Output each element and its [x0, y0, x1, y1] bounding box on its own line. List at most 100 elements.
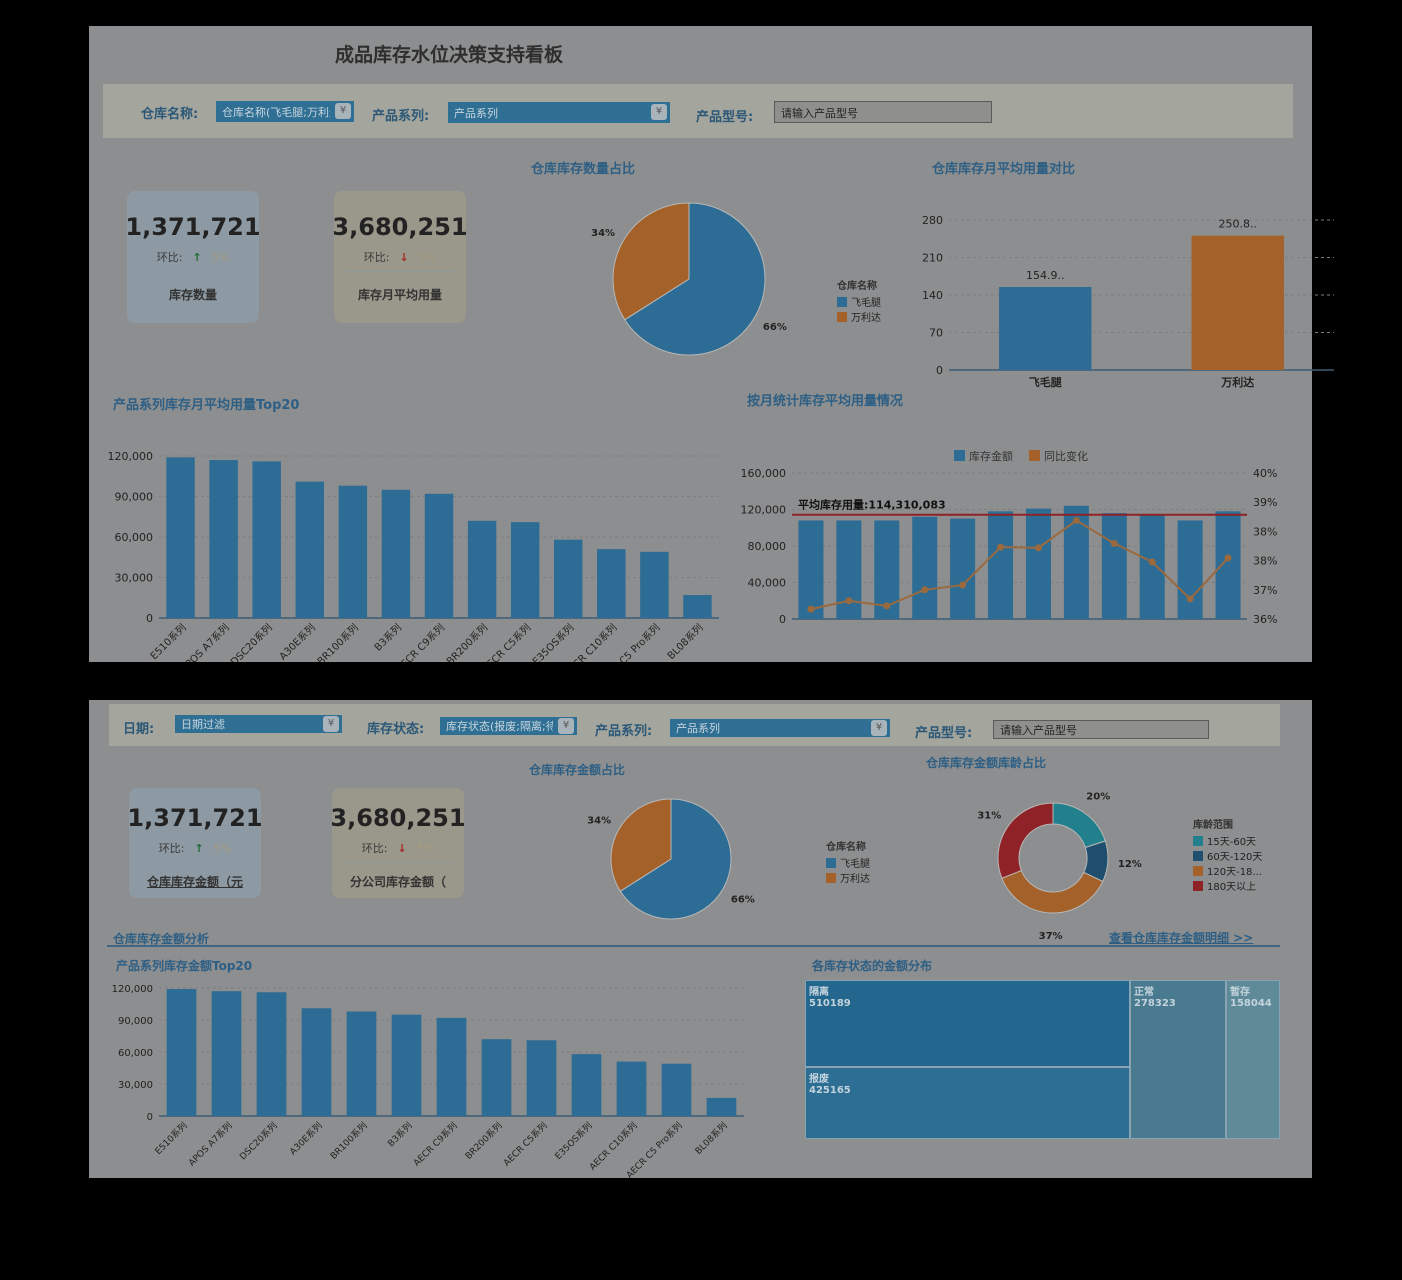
pie-slice: [1052, 802, 1106, 849]
series-select-value: 产品系列: [454, 107, 498, 120]
bar: [211, 991, 242, 1116]
detail-link[interactable]: 查看仓库库存金额明细 >>: [1109, 931, 1254, 945]
date-select[interactable]: 日期过滤 ¥: [175, 715, 342, 733]
treemap-cell[interactable]: 暂存 158044: [1226, 980, 1280, 1139]
model-input[interactable]: 请输入产品型号: [774, 101, 992, 123]
y-tick-label: 30,000: [118, 1080, 153, 1091]
top20-title: 产品系列库存月平均用量Top20: [113, 398, 300, 413]
slice-label: 20%: [1086, 792, 1110, 803]
x-tick-label: 飞毛腿: [1029, 375, 1063, 389]
slice-label: 37%: [1039, 931, 1063, 940]
y2-tick-label: 39%: [1253, 496, 1277, 509]
treemap-cell-value: 425165: [809, 1085, 851, 1096]
y2-tick-label: 37%: [1253, 584, 1277, 597]
x-tick-label: AECR C10系列: [587, 1120, 640, 1173]
mom-label: 环比:: [158, 842, 185, 855]
y-tick-label: 120,000: [108, 450, 154, 463]
kpi-value: 3,680,251: [332, 213, 468, 241]
line-point: [845, 597, 853, 605]
treemap-cell[interactable]: 报废 425165: [805, 1067, 1130, 1139]
chevron-down-icon: ¥: [335, 103, 351, 119]
bar: [597, 549, 626, 618]
pie-title: 仓库库存金额占比: [529, 763, 626, 777]
kpi-card-monthly-avg: 3,680,251 环比: ↓ 5% 库存月平均用量: [332, 191, 468, 323]
bar: [209, 460, 238, 618]
y-tick-label: 140: [922, 289, 943, 302]
legend-item: 同比变化: [1044, 449, 1088, 463]
series-select[interactable]: 产品系列 ¥: [448, 102, 670, 123]
status-select[interactable]: 库存状态(报废;隔离;待 ¥: [440, 717, 577, 735]
data-label: 250.8..: [1219, 218, 1257, 231]
bar: [1177, 520, 1203, 619]
legend-swatch: [1193, 836, 1203, 846]
kpi-label[interactable]: 仓库库存金额（元: [146, 875, 243, 889]
y-tick-label: 90,000: [115, 491, 154, 504]
section-divider: [107, 945, 1280, 947]
treemap-cell-name: 报废: [809, 1074, 829, 1085]
legend-title: 仓库名称: [836, 279, 877, 292]
y-tick-label: 0: [147, 1112, 153, 1123]
bar: [661, 1063, 692, 1116]
bar: [381, 489, 411, 618]
x-tick-label: BL08系列: [692, 1120, 729, 1157]
x-tick-label: E35OS系列: [552, 1120, 594, 1162]
bar: [166, 457, 195, 618]
arrow-down-icon: ↓: [399, 251, 409, 264]
x-tick-label: E510系列: [147, 621, 188, 662]
x-tick-label: APOS A7系列: [186, 1120, 235, 1169]
treemap-cell[interactable]: 隔离 510189: [805, 980, 1130, 1067]
series-select-value: 产品系列: [676, 722, 720, 735]
x-tick-label: BR100系列: [327, 1120, 369, 1162]
y-tick-label: 60,000: [115, 531, 154, 544]
treemap-cell-value: 278323: [1134, 998, 1176, 1009]
warehouse-select[interactable]: 仓库名称(飞毛腿;万利达) ¥: [216, 101, 354, 122]
yoy-line: [810, 519, 1229, 611]
legend-item: 60天-120天: [1207, 852, 1262, 863]
slice-label: 34%: [587, 815, 611, 826]
bar: [467, 520, 497, 618]
treemap-cell-name: 正常: [1134, 987, 1154, 998]
legend-swatch: [826, 873, 836, 883]
legend-item: 库存金额: [969, 449, 1013, 463]
legend-swatch: [1193, 881, 1203, 891]
kpi-card-warehouse-amount: 1,371,721 环比: ↑ 5% 仓库库存金额（元: [127, 788, 263, 898]
status-treemap: 隔离 510189 报废 425165 正常 278323 暂存 158044: [805, 980, 1280, 1139]
pie-title: 仓库库存数量占比: [531, 162, 636, 177]
top20-title: 产品系列库存金额Top20: [116, 959, 253, 973]
legend-swatch: [837, 312, 847, 322]
arrow-down-icon: ↓: [397, 842, 407, 855]
y2-tick-label: 40%: [1253, 467, 1277, 480]
bar: [338, 485, 368, 618]
legend-item: 15天-60天: [1207, 837, 1256, 848]
line-point: [921, 586, 929, 594]
y-tick-label: 80,000: [748, 540, 787, 553]
mom-pct: 5%: [213, 842, 232, 855]
kpi-label: 分公司库存金额（: [349, 875, 446, 889]
bar: [526, 1040, 557, 1116]
model-input[interactable]: 请输入产品型号: [993, 720, 1209, 739]
series-select[interactable]: 产品系列 ¥: [670, 719, 890, 737]
treemap-cell-value: 510189: [809, 998, 851, 1009]
treemap-cell[interactable]: 正常 278323: [1130, 980, 1226, 1139]
bar: [571, 1054, 602, 1116]
y-tick-label: 280: [922, 214, 943, 227]
bar: [166, 989, 197, 1116]
x-tick-label: BL08系列: [664, 621, 705, 662]
bar: [1101, 513, 1127, 619]
kpi-label: 库存数量: [168, 288, 217, 302]
legend-title: 库龄范围: [1193, 818, 1233, 831]
status-label: 库存状态:: [367, 722, 425, 737]
legend-item: 飞毛腿: [851, 297, 881, 309]
legend-item: 180天以上: [1207, 881, 1256, 893]
kpi-card-inventory-qty: 1,371,721 环比: ↑ 5% 库存数量: [125, 191, 261, 323]
bar: [640, 551, 669, 618]
slice-label: 66%: [731, 895, 755, 906]
legend-swatch: [1193, 851, 1203, 861]
line-point: [959, 581, 967, 589]
x-tick-label: AECR C9系列: [411, 1120, 460, 1169]
x-tick-label: APOS A7系列: [178, 621, 232, 662]
legend-swatch: [954, 450, 965, 461]
kpi-label: 库存月平均用量: [357, 288, 442, 302]
pie-slice: [1001, 869, 1104, 914]
